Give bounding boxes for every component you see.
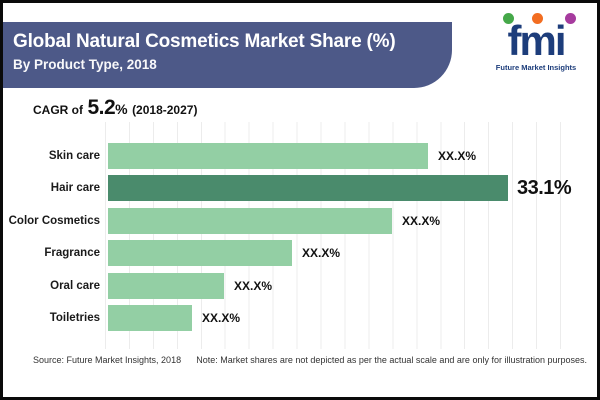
logo-wordmark: fmi [507,17,567,64]
bar-row-fragrance: Fragrance XX.X% [44,240,584,267]
green-dot-icon [503,13,514,24]
bar-row-toiletries: Toiletries XX.X% [50,305,584,331]
bar [108,207,392,234]
cagr-value: 5.2 [87,96,116,119]
cagr-period: (2018-2027) [132,103,198,117]
bar [108,143,428,169]
category-label: Fragrance [44,247,100,260]
bar-row-oral-care: Oral care XX.X% [50,272,584,299]
header-banner: Global Natural Cosmetics Market Share (%… [3,22,452,88]
orange-dot-icon [532,13,543,24]
category-label: Color Cosmetics [8,214,100,227]
logo-dots [481,13,591,25]
logo-tagline: Future Market Insights [495,63,577,72]
bar-row-skin-care: Skin care XX.X% [49,143,584,169]
category-label: Oral care [50,279,100,292]
cagr-prefix: CAGR of [33,103,83,117]
value-label: XX.X% [202,311,241,325]
bar [108,272,224,299]
bar-chart: Skin care XX.X% Hair care 33.1% Color Cosmet… [9,143,584,357]
cagr-percent-sign: % [115,101,128,117]
bar [108,305,192,331]
category-label: Hair care [50,182,100,195]
category-label: Skin care [48,150,100,162]
bar [108,240,292,267]
bar-row-color-cosmetics: Color Cosmetics XX.X% [9,207,584,234]
value-label: XX.X% [402,213,441,228]
page-background: Global Natural Cosmetics Market Share (%… [3,3,597,397]
value-label: XX.X% [234,278,273,293]
note-text: Note: Market shares are not depicted as … [196,355,587,365]
cagr-line: CAGR of 5.2% (2018-2027) [33,96,197,120]
purple-dot-icon [565,13,576,24]
bar-row-hair-care: Hair care 33.1% [51,175,584,202]
value-label: 33.1% [517,177,572,200]
fmi-logo: fmi Future Market Insights [481,13,591,85]
category-label: Toiletries [49,312,100,324]
source-text: Source: Future Market Insights, 2018 [33,355,182,365]
page-title: Global Natural Cosmetics Market Share (%… [13,31,396,52]
value-label: XX.X% [302,246,341,261]
bar-highlighted [108,175,508,202]
page-subtitle: By Product Type, 2018 [13,57,157,72]
value-label: XX.X% [438,149,477,163]
